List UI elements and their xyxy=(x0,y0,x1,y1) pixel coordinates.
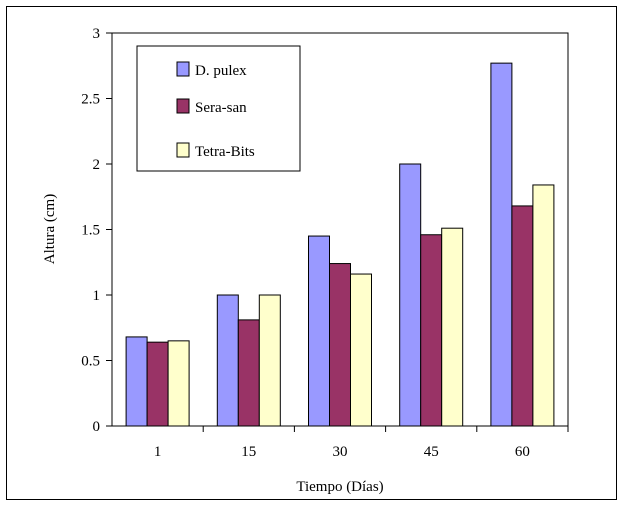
legend-label: Sera-san xyxy=(195,100,247,116)
legend-swatch xyxy=(176,98,190,114)
x-axis: 1 15 30 45 60 xyxy=(154,426,569,460)
legend: D. pulex Sera-san Tetra-Bits xyxy=(136,45,301,172)
bar-tetra-bits-45 xyxy=(441,227,464,427)
bar-tetra-bits-1 xyxy=(167,340,190,427)
bar-d-pulex-1 xyxy=(125,336,148,427)
bar-tetra-bits-30 xyxy=(350,273,372,427)
legend-label: D. pulex xyxy=(195,63,247,79)
y-tick-label: 2 xyxy=(93,157,101,173)
y-axis-title: Altura (cm) xyxy=(42,194,58,264)
bar-tetra-bits-15 xyxy=(258,294,281,427)
x-tick-label: 60 xyxy=(515,444,530,460)
y-tick-label: 1 xyxy=(93,288,101,304)
bar-d-pulex-45 xyxy=(399,163,422,427)
y-tick-label: 1.5 xyxy=(81,223,100,239)
bar-sera-san-15 xyxy=(237,319,260,427)
x-tick-label: 15 xyxy=(241,444,256,460)
y-tick-label: 2.5 xyxy=(81,92,100,108)
bar-sera-san-60 xyxy=(511,205,534,427)
bar-d-pulex-15 xyxy=(216,294,239,427)
legend-label: Tetra-Bits xyxy=(195,144,255,160)
y-tick-label: 0.5 xyxy=(81,354,100,370)
bar-d-pulex-60 xyxy=(490,62,513,427)
y-tick-label: 0 xyxy=(93,419,101,435)
y-axis: 0 0.5 1 1.5 2 2.5 3 xyxy=(81,26,112,435)
bars-layer xyxy=(125,62,555,427)
x-tick-label: 45 xyxy=(424,444,439,460)
bar-sera-san-1 xyxy=(146,341,169,427)
y-tick-label: 3 xyxy=(93,26,101,42)
legend-swatch xyxy=(176,142,190,158)
legend-swatch xyxy=(176,61,190,77)
bar-sera-san-45 xyxy=(420,234,443,427)
bar-sera-san-30 xyxy=(329,263,351,427)
x-tick-label: 30 xyxy=(333,444,348,460)
x-tick-label: 1 xyxy=(154,444,162,460)
bar-tetra-bits-60 xyxy=(532,184,555,427)
legend-box xyxy=(136,45,301,172)
bar-d-pulex-30 xyxy=(308,235,330,427)
x-axis-title: Tiempo (Días) xyxy=(296,479,383,495)
